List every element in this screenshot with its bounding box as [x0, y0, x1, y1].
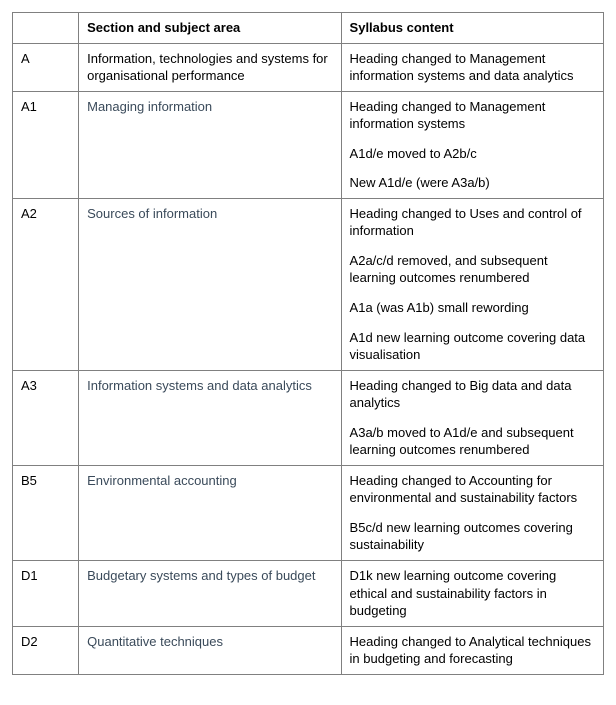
cell-content-text: A3a/b moved to A1d/e and subsequent lear… — [350, 424, 595, 459]
cell-code: D1 — [13, 561, 79, 627]
cell-content: Heading changed to Analytical techniques… — [341, 626, 603, 674]
cell-content-text: New A1d/e (were A3a/b) — [350, 174, 595, 192]
table-row: D2 Quantitative techniques Heading changed… — [13, 626, 604, 674]
cell-content-text: B5c/d new learning outcomes covering sus… — [350, 519, 595, 554]
cell-content: Heading changed to Accounting for enviro… — [341, 465, 603, 560]
cell-area: Sources of information — [79, 198, 341, 370]
cell-area-text: Quantitative techniques — [87, 633, 332, 651]
cell-content-text: Heading changed to Analytical techniques… — [350, 633, 595, 668]
table-row: B5 Environmental accounting Heading change… — [13, 465, 604, 560]
cell-content: Heading changed to Big data and data ana… — [341, 370, 603, 465]
cell-content-text: Heading changed to Management informatio… — [350, 98, 595, 133]
cell-code: A1 — [13, 91, 79, 198]
cell-code: A — [13, 43, 79, 91]
cell-content-text: A1d new learning outcome covering data v… — [350, 329, 595, 364]
cell-content-text: A1d/e moved to A2b/c — [350, 145, 595, 163]
table-body: AInformation, technologies and systems f… — [13, 43, 604, 674]
syllabus-changes-table: Section and subject area Syllabus conten… — [12, 12, 604, 675]
cell-content-text: Heading changed to Big data and data ana… — [350, 377, 595, 412]
table-row: A1 Managing information Heading changed to… — [13, 91, 604, 198]
cell-area-text: Information, technologies and systems fo… — [87, 50, 332, 85]
cell-code: B5 — [13, 465, 79, 560]
cell-area: Budgetary systems and types of budget — [79, 561, 341, 627]
cell-content-text: Heading changed to Uses and control of i… — [350, 205, 595, 240]
cell-content-text: Heading changed to Management informatio… — [350, 50, 595, 85]
table-row: A3 Information systems and data analytics… — [13, 370, 604, 465]
cell-content: D1k new learning outcome covering ethica… — [341, 561, 603, 627]
table-row: D1 Budgetary systems and types of budget D… — [13, 561, 604, 627]
cell-area: Information, technologies and systems fo… — [79, 43, 341, 91]
cell-content: Heading changed to Uses and control of i… — [341, 198, 603, 370]
cell-content-text: Heading changed to Accounting for enviro… — [350, 472, 595, 507]
cell-content: Heading changed to Management informatio… — [341, 43, 603, 91]
cell-content: Heading changed to Management informatio… — [341, 91, 603, 198]
cell-content-text: A2a/c/d removed, and subsequent learning… — [350, 252, 595, 287]
cell-area: Managing information — [79, 91, 341, 198]
col-header-code — [13, 13, 79, 44]
cell-area: Quantitative techniques — [79, 626, 341, 674]
cell-content-text: A1a (was A1b) small rewording — [350, 299, 595, 317]
cell-area: Information systems and data analytics — [79, 370, 341, 465]
cell-area-text: Information systems and data analytics — [87, 377, 332, 395]
cell-code: D2 — [13, 626, 79, 674]
cell-area: Environmental accounting — [79, 465, 341, 560]
col-header-content: Syllabus content — [341, 13, 603, 44]
cell-area-text: Sources of information — [87, 205, 332, 223]
cell-content-text: D1k new learning outcome covering ethica… — [350, 567, 595, 620]
cell-area-text: Managing information — [87, 98, 332, 116]
col-header-area: Section and subject area — [79, 13, 341, 44]
table-row: AInformation, technologies and systems f… — [13, 43, 604, 91]
cell-area-text: Environmental accounting — [87, 472, 332, 490]
cell-area-text: Budgetary systems and types of budget — [87, 567, 332, 585]
table-row: A2 Sources of information Heading changed … — [13, 198, 604, 370]
cell-code: A2 — [13, 198, 79, 370]
table-header-row: Section and subject area Syllabus conten… — [13, 13, 604, 44]
cell-code: A3 — [13, 370, 79, 465]
